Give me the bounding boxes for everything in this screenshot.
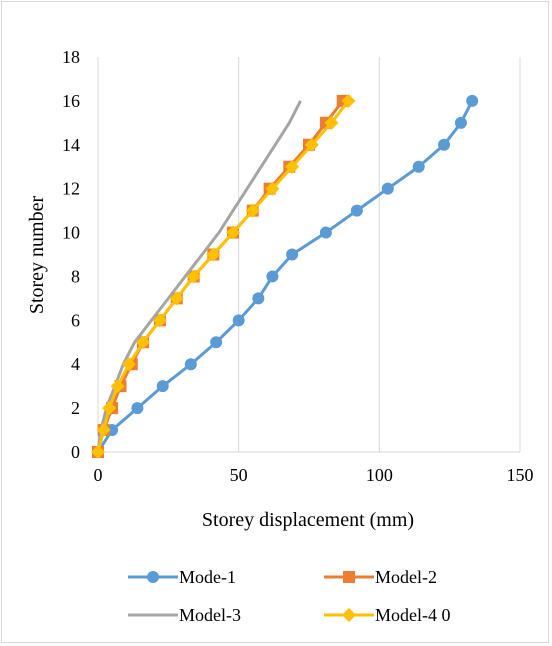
data-point xyxy=(286,248,299,261)
x-tick-label: 150 xyxy=(507,465,534,485)
data-point xyxy=(265,181,280,196)
data-point xyxy=(245,203,260,218)
y-tick-label: 12 xyxy=(62,179,80,199)
x-tick-label: 50 xyxy=(230,465,248,485)
data-point xyxy=(121,357,136,372)
legend-marker xyxy=(147,571,159,583)
data-point xyxy=(350,204,363,217)
y-tick-label: 14 xyxy=(62,135,80,155)
data-point xyxy=(152,313,167,328)
y-tick-label: 8 xyxy=(71,266,80,286)
data-point xyxy=(466,94,479,107)
data-point xyxy=(91,445,105,459)
data-point xyxy=(252,292,265,305)
series-line xyxy=(96,100,302,453)
data-point xyxy=(136,335,151,350)
data-point xyxy=(454,116,467,129)
data-point xyxy=(184,358,197,371)
data-point xyxy=(319,226,332,239)
data-point xyxy=(226,225,241,240)
y-tick-labels: 0 2 4 6 8 10 12 14 16 18 xyxy=(62,47,80,462)
x-tick-label: 100 xyxy=(366,465,393,485)
y-tick-label: 4 xyxy=(71,354,80,374)
legend: Mode-1 Model-2 Model-3 Model-4 0 xyxy=(128,567,451,625)
data-point xyxy=(96,423,111,438)
series-line xyxy=(96,100,474,453)
legend-label: Model-3 xyxy=(179,605,241,625)
x-axis-label: Storey displacement (mm) xyxy=(202,509,414,531)
series-1 xyxy=(92,94,479,458)
series-4 xyxy=(91,93,356,459)
x-tick-label: 0 xyxy=(94,465,103,485)
y-tick-label: 2 xyxy=(71,398,80,418)
legend-marker xyxy=(342,608,356,622)
y-tick-label: 0 xyxy=(71,442,80,462)
legend-item: Model-4 0 xyxy=(324,605,451,625)
y-tick-label: 6 xyxy=(71,310,80,330)
axes xyxy=(97,57,520,453)
y-tick-label: 10 xyxy=(62,223,80,243)
gridlines xyxy=(238,57,521,452)
data-point xyxy=(210,336,223,349)
data-point xyxy=(131,402,144,415)
data-point xyxy=(341,93,356,108)
data-point xyxy=(438,138,451,151)
legend-item: Model-2 xyxy=(324,567,437,587)
data-point xyxy=(169,291,184,306)
series-line xyxy=(96,99,350,453)
data-point xyxy=(285,159,300,174)
data-point xyxy=(232,314,245,327)
legend-label: Model-2 xyxy=(375,567,437,587)
y-axis-label: Storey number xyxy=(26,196,48,315)
data-point xyxy=(110,379,125,394)
series-line xyxy=(96,99,344,453)
legend-label: Mode-1 xyxy=(179,567,236,587)
data-point xyxy=(206,247,221,262)
data-point xyxy=(381,182,394,195)
data-point xyxy=(186,269,201,284)
legend-label: Model-4 0 xyxy=(375,605,451,625)
data-point xyxy=(412,160,425,173)
series-3 xyxy=(96,100,302,453)
data-point xyxy=(156,380,169,393)
legend-marker xyxy=(343,571,355,583)
data-point xyxy=(266,270,279,283)
legend-item: Model-3 xyxy=(128,605,241,625)
y-tick-label: 16 xyxy=(62,91,80,111)
x-tick-labels: 0 50 100 150 xyxy=(94,465,534,485)
series-group xyxy=(91,93,479,459)
data-point xyxy=(304,137,319,152)
data-point xyxy=(102,401,117,416)
data-point xyxy=(324,115,339,130)
y-tick-label: 18 xyxy=(62,47,80,67)
legend-item: Mode-1 xyxy=(128,567,236,587)
